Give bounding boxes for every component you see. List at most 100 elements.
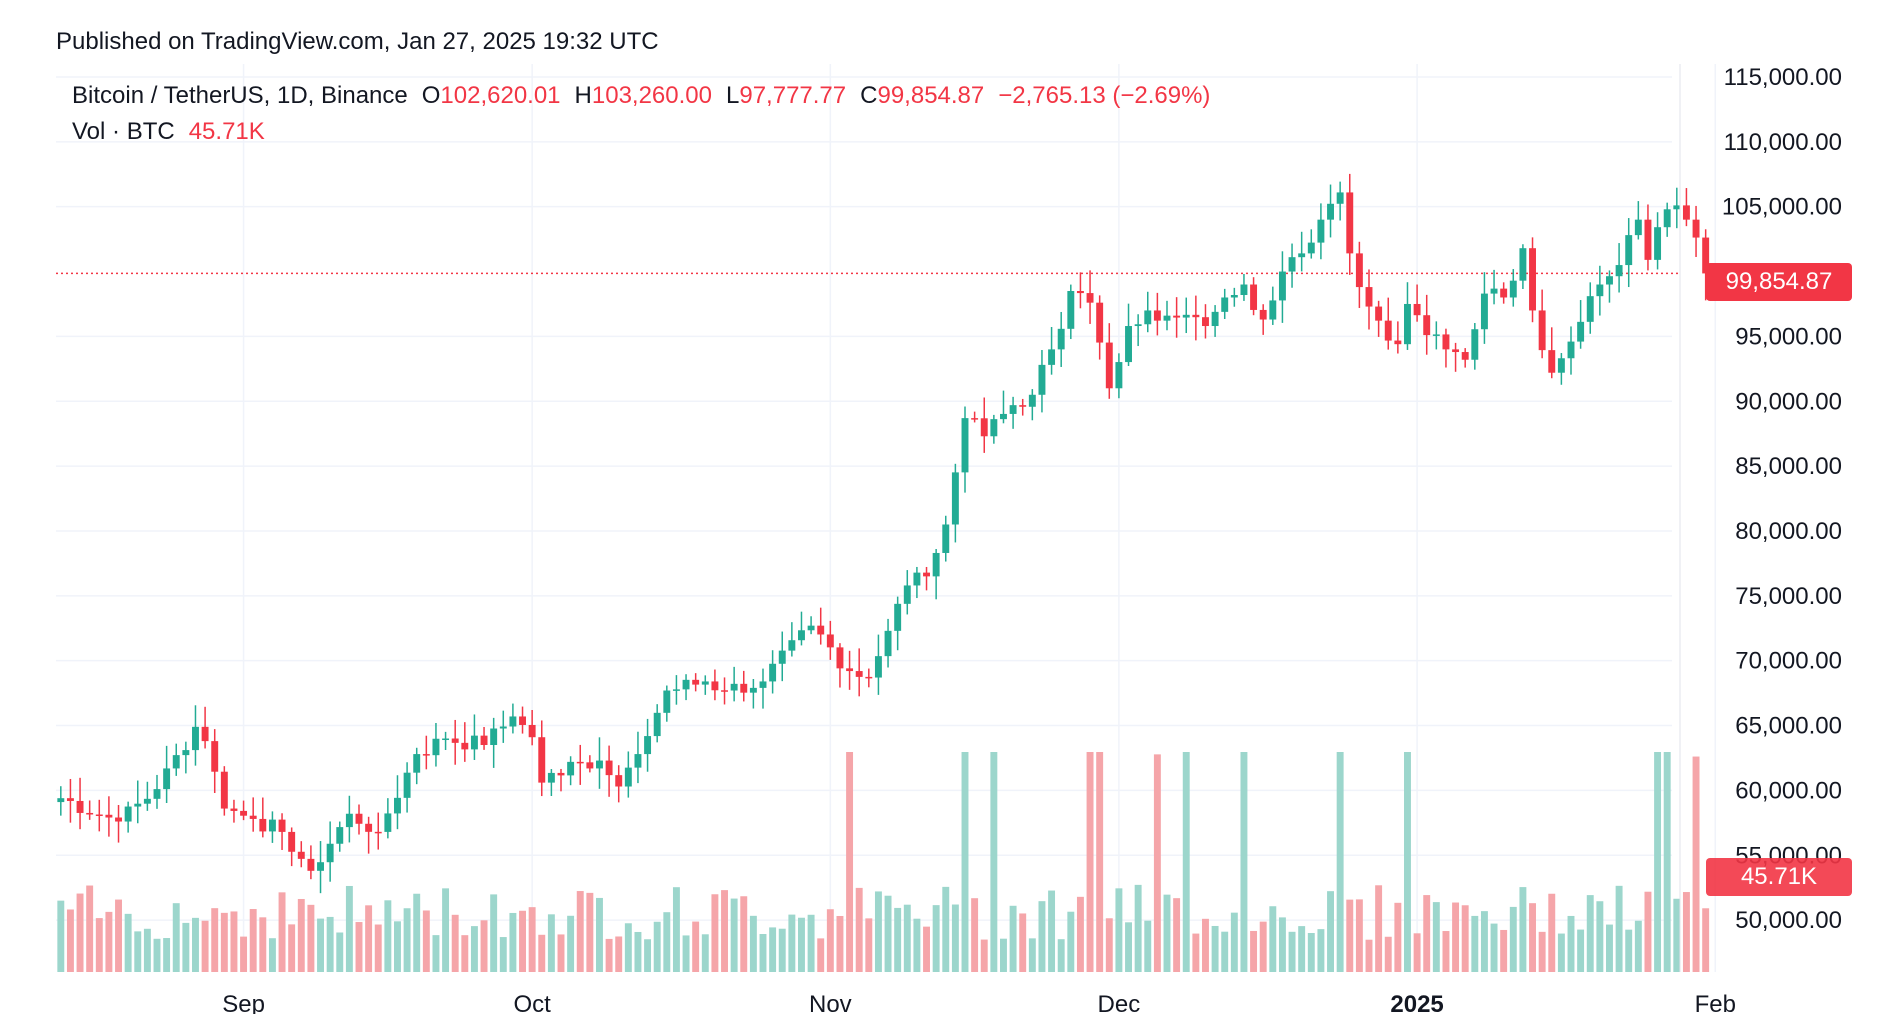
- y-tick-label: 65,000.00: [1735, 713, 1842, 740]
- candle-body: [1028, 394, 1036, 407]
- close-value: 99,854.87: [877, 82, 985, 109]
- volume-bar: [480, 920, 488, 972]
- volume-bar: [846, 752, 854, 972]
- volume-bar: [1394, 902, 1402, 972]
- candle-body: [1230, 295, 1238, 298]
- candle-body: [384, 813, 392, 832]
- volume-bar: [432, 935, 440, 972]
- candle-body: [1048, 349, 1056, 365]
- volume-bar: [394, 921, 401, 972]
- candle-body: [971, 418, 979, 420]
- x-tick-label: Sep: [222, 991, 265, 1014]
- volume-bar: [384, 900, 392, 972]
- volume-bar: [86, 885, 94, 972]
- volume-bar: [1144, 920, 1152, 972]
- ohlc-legend: Bitcoin / TetherUS, 1D, Binance O102,620.…: [72, 82, 1210, 110]
- candle-body: [798, 630, 805, 641]
- candle-body: [326, 843, 334, 863]
- candle-body: [596, 760, 603, 769]
- volume-value: 45.71K: [188, 118, 265, 145]
- volume-bar: [1240, 752, 1248, 972]
- candle-body: [66, 798, 74, 801]
- y-tick-label: 75,000.00: [1735, 583, 1842, 610]
- volume-bar: [1134, 884, 1142, 972]
- symbol-label[interactable]: Bitcoin / TetherUS, 1D, Binance: [72, 82, 408, 109]
- high-label: H: [574, 82, 592, 109]
- volume-bar: [605, 938, 613, 972]
- candle-body: [220, 771, 228, 809]
- candle-body: [1673, 205, 1681, 210]
- candle-body: [1163, 315, 1171, 321]
- volume-bar: [932, 905, 940, 972]
- volume-bar: [1067, 911, 1075, 972]
- volume-bar: [230, 911, 238, 972]
- candle-body: [172, 755, 180, 769]
- volume-bar: [1663, 752, 1671, 972]
- volume-bar: [288, 924, 296, 972]
- volume-bar: [172, 903, 180, 972]
- x-tick-label: Nov: [809, 991, 852, 1014]
- volume-bar: [105, 911, 113, 972]
- volume-bar: [1259, 921, 1267, 972]
- volume-bar: [326, 916, 334, 972]
- candle-body: [413, 754, 421, 773]
- candle-body: [653, 712, 661, 737]
- volume-bar: [1125, 922, 1132, 972]
- candle-body: [923, 572, 930, 577]
- volume-bar: [57, 900, 65, 972]
- volume-label[interactable]: Vol · BTC: [72, 118, 175, 145]
- volume-bar: [596, 897, 603, 972]
- candle-body: [624, 767, 632, 787]
- candle-body: [317, 862, 324, 871]
- candle-body: [1548, 350, 1556, 373]
- candle-body: [1567, 341, 1575, 359]
- candle-body: [1327, 203, 1334, 220]
- volume-bar: [1654, 752, 1662, 972]
- grid: [56, 64, 1717, 972]
- candle-body: [701, 681, 709, 685]
- candle-body: [1259, 309, 1267, 320]
- volume-bar: [1548, 893, 1556, 972]
- volume-bar: [317, 918, 324, 972]
- candle-body: [528, 724, 536, 738]
- y-tick-label: 95,000.00: [1735, 323, 1842, 350]
- candle-body: [1423, 315, 1431, 336]
- candle-body: [365, 823, 373, 832]
- candle-body: [470, 735, 478, 750]
- candle-body: [980, 418, 988, 437]
- volume-bar: [1529, 903, 1536, 972]
- volume-bar: [355, 922, 363, 972]
- volume-bar: [201, 920, 209, 972]
- candle-body: [1086, 293, 1094, 303]
- candle-body: [374, 831, 382, 834]
- candle-body: [1557, 358, 1565, 373]
- volume-bar: [586, 892, 594, 972]
- candle-body: [480, 735, 488, 745]
- candle-body: [297, 851, 305, 859]
- volume-bar: [509, 912, 517, 972]
- volume-bar: [769, 927, 777, 972]
- candle-body: [230, 808, 238, 811]
- volume-bar: [1673, 898, 1681, 972]
- candle-body: [855, 671, 863, 677]
- candle-body: [143, 798, 151, 804]
- candle-body: [1413, 303, 1421, 316]
- volume-bar: [1057, 939, 1065, 972]
- last-price-badge: 99,854.87: [1706, 263, 1852, 301]
- volume-bar: [1500, 929, 1508, 972]
- published-caption: Published on TradingView.com, Jan 27, 20…: [56, 28, 659, 55]
- volume-bar: [836, 915, 844, 972]
- candle-body: [201, 726, 209, 742]
- candle-body: [1375, 306, 1383, 321]
- volume-bar: [124, 913, 132, 972]
- candle-body: [730, 683, 738, 691]
- volume-bar: [1211, 925, 1219, 972]
- x-tick-label: Feb: [1695, 991, 1736, 1014]
- candle-body: [721, 690, 728, 692]
- volume-bars: [57, 752, 1710, 972]
- volume-bar: [307, 904, 315, 972]
- candle-body: [192, 726, 199, 751]
- candle-body: [1644, 219, 1652, 260]
- candle-body: [1663, 209, 1671, 228]
